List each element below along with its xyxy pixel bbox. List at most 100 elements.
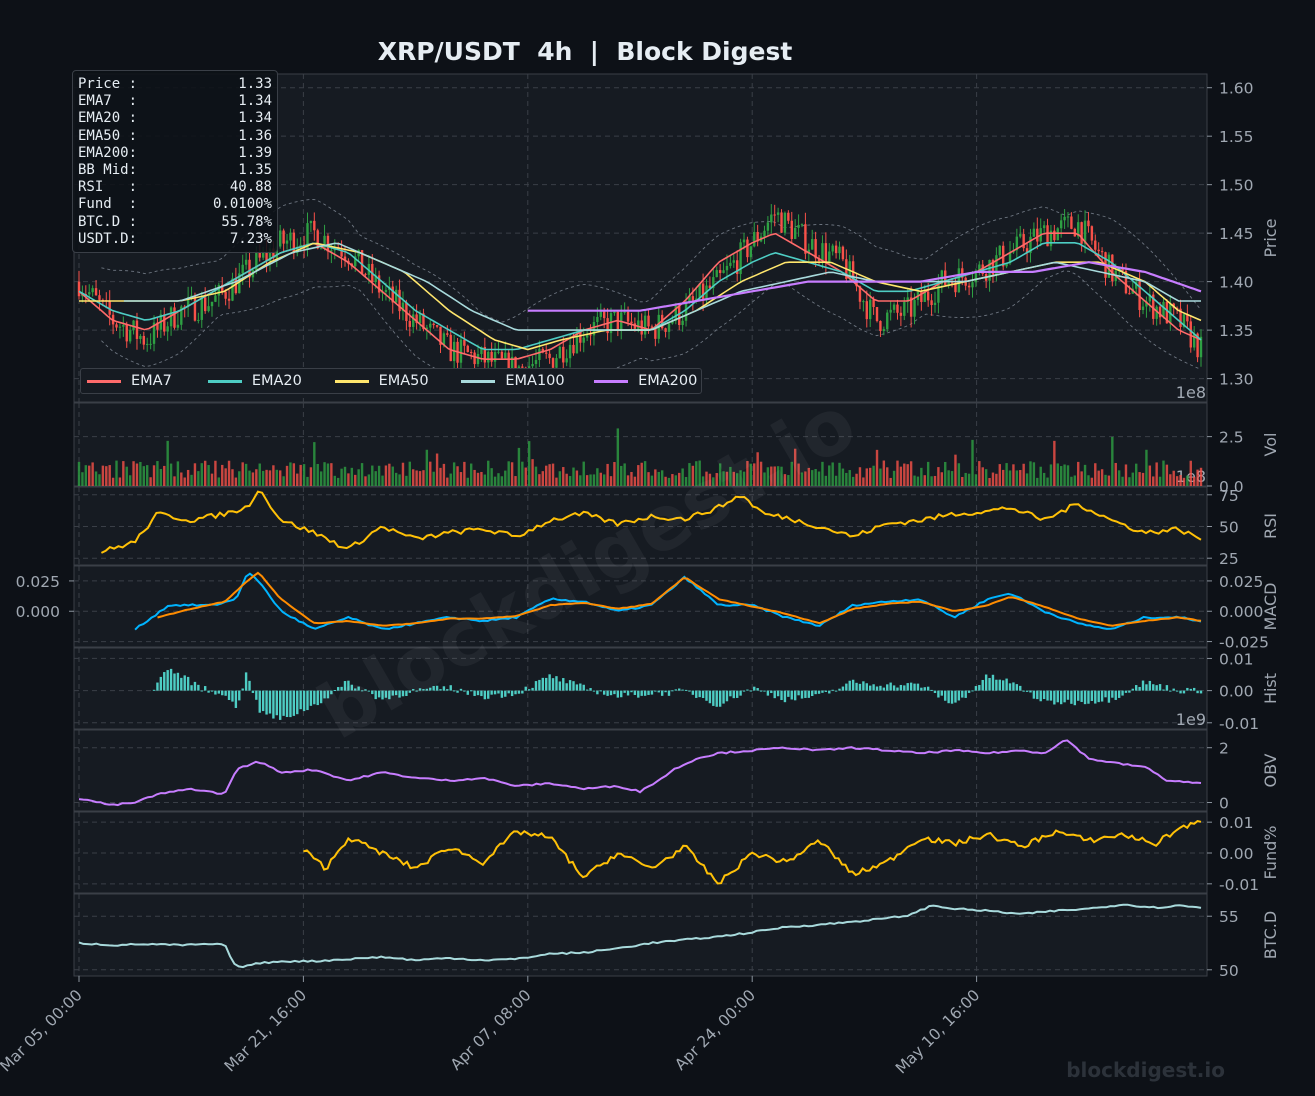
hist-bar xyxy=(773,690,776,699)
y-tick-label: 2.5 xyxy=(1219,429,1244,447)
legend-item-ema50: EMA50 xyxy=(333,373,460,389)
volume-bar xyxy=(1070,476,1073,486)
hist-bar xyxy=(892,685,896,691)
hist-bar xyxy=(961,690,964,698)
hist-bar xyxy=(384,690,388,698)
hist-bar xyxy=(408,690,412,693)
candle-body xyxy=(1196,333,1199,358)
volume-bar xyxy=(497,473,500,486)
volume-bar xyxy=(227,460,231,486)
legend-label: EMA50 xyxy=(378,373,429,389)
hist-bar xyxy=(1158,684,1162,691)
volume-bar xyxy=(425,449,429,486)
volume-bar xyxy=(1022,463,1025,486)
volume-bar xyxy=(599,472,602,486)
candle-body xyxy=(712,277,715,289)
volume-bar xyxy=(111,477,115,486)
panel-hist xyxy=(73,647,1208,730)
hist-bar xyxy=(377,690,381,698)
volume-bar xyxy=(98,474,101,486)
hist-bar xyxy=(589,688,592,691)
hist-bar xyxy=(275,690,278,716)
volume-bar xyxy=(94,471,98,486)
hist-bar xyxy=(950,690,954,704)
candle-body xyxy=(828,251,831,263)
volume-bar xyxy=(1138,472,1141,486)
candle-body xyxy=(780,212,783,233)
candle-body xyxy=(401,302,405,312)
hist-bar xyxy=(933,690,937,694)
candle-body xyxy=(1145,301,1148,307)
legend-item-ema7: EMA7 xyxy=(85,373,206,389)
candle-body xyxy=(466,345,469,353)
volume-bar xyxy=(903,463,906,486)
hist-bar xyxy=(241,688,244,691)
volume-bar xyxy=(1059,466,1063,486)
hist-bar xyxy=(790,690,793,700)
candle-body xyxy=(207,306,210,312)
candle-body xyxy=(923,291,926,302)
legend-label: EMA200 xyxy=(638,373,698,389)
volume-bar xyxy=(684,476,688,486)
candle-body xyxy=(1175,307,1179,309)
candle-body xyxy=(739,242,742,275)
candle-body xyxy=(722,270,725,273)
hist-bar xyxy=(156,682,159,691)
candle-body xyxy=(1141,306,1145,311)
candle-body xyxy=(630,321,633,324)
hist-bar xyxy=(446,689,449,691)
candle-body xyxy=(1097,249,1100,252)
candle-body xyxy=(200,297,203,320)
candle-body xyxy=(834,245,838,254)
candle-body xyxy=(865,301,868,320)
candle-body xyxy=(1148,294,1152,302)
candle-body xyxy=(858,286,862,302)
hist-bar xyxy=(875,686,879,691)
hist-bar xyxy=(797,690,800,696)
offset-label: 1e9 xyxy=(1176,710,1206,729)
volume-bar xyxy=(517,447,521,486)
y-tick-label: 0.00 xyxy=(1219,845,1254,863)
volume-bar xyxy=(1192,476,1196,486)
volume-bar xyxy=(149,477,152,486)
volume-bar xyxy=(1049,464,1053,486)
candle-body xyxy=(1008,252,1012,264)
hist-bar xyxy=(974,686,978,691)
candle-body xyxy=(967,285,971,288)
y-tick-label: -0.025 xyxy=(1219,634,1269,652)
volume-bar xyxy=(473,469,476,486)
hist-bar xyxy=(650,690,654,695)
candle-body xyxy=(930,300,933,306)
legend-swatch xyxy=(461,379,496,383)
candle-body xyxy=(354,256,357,267)
volume-bar xyxy=(1128,477,1131,486)
hist-bar xyxy=(261,690,265,712)
volume-bar xyxy=(582,461,585,486)
hist-bar xyxy=(715,690,718,707)
volume-bar xyxy=(521,461,524,486)
hist-bar xyxy=(613,690,616,695)
volume-bar xyxy=(275,469,278,486)
y-axis-label: RSI xyxy=(1261,513,1280,539)
hist-bar xyxy=(521,690,524,694)
hist-bar xyxy=(575,684,579,691)
legend-swatch xyxy=(87,379,121,383)
candle-body xyxy=(971,282,974,288)
volume-bar xyxy=(302,464,306,486)
volume-bar xyxy=(957,463,961,486)
candle-body xyxy=(589,334,592,336)
candle-body xyxy=(183,306,186,308)
hist-bar xyxy=(735,690,739,698)
candle-body xyxy=(886,312,889,330)
hist-bar xyxy=(527,689,531,691)
hist-bar xyxy=(562,678,565,691)
candle-body xyxy=(548,353,551,359)
hist-bar xyxy=(579,683,582,691)
volume-bar xyxy=(855,473,858,486)
volume-bar xyxy=(667,477,671,486)
candle-body xyxy=(735,260,739,275)
hist-bar xyxy=(1121,690,1124,696)
volume-bar xyxy=(1169,474,1172,486)
volume-bar xyxy=(773,466,776,486)
volume-bar xyxy=(984,469,988,486)
